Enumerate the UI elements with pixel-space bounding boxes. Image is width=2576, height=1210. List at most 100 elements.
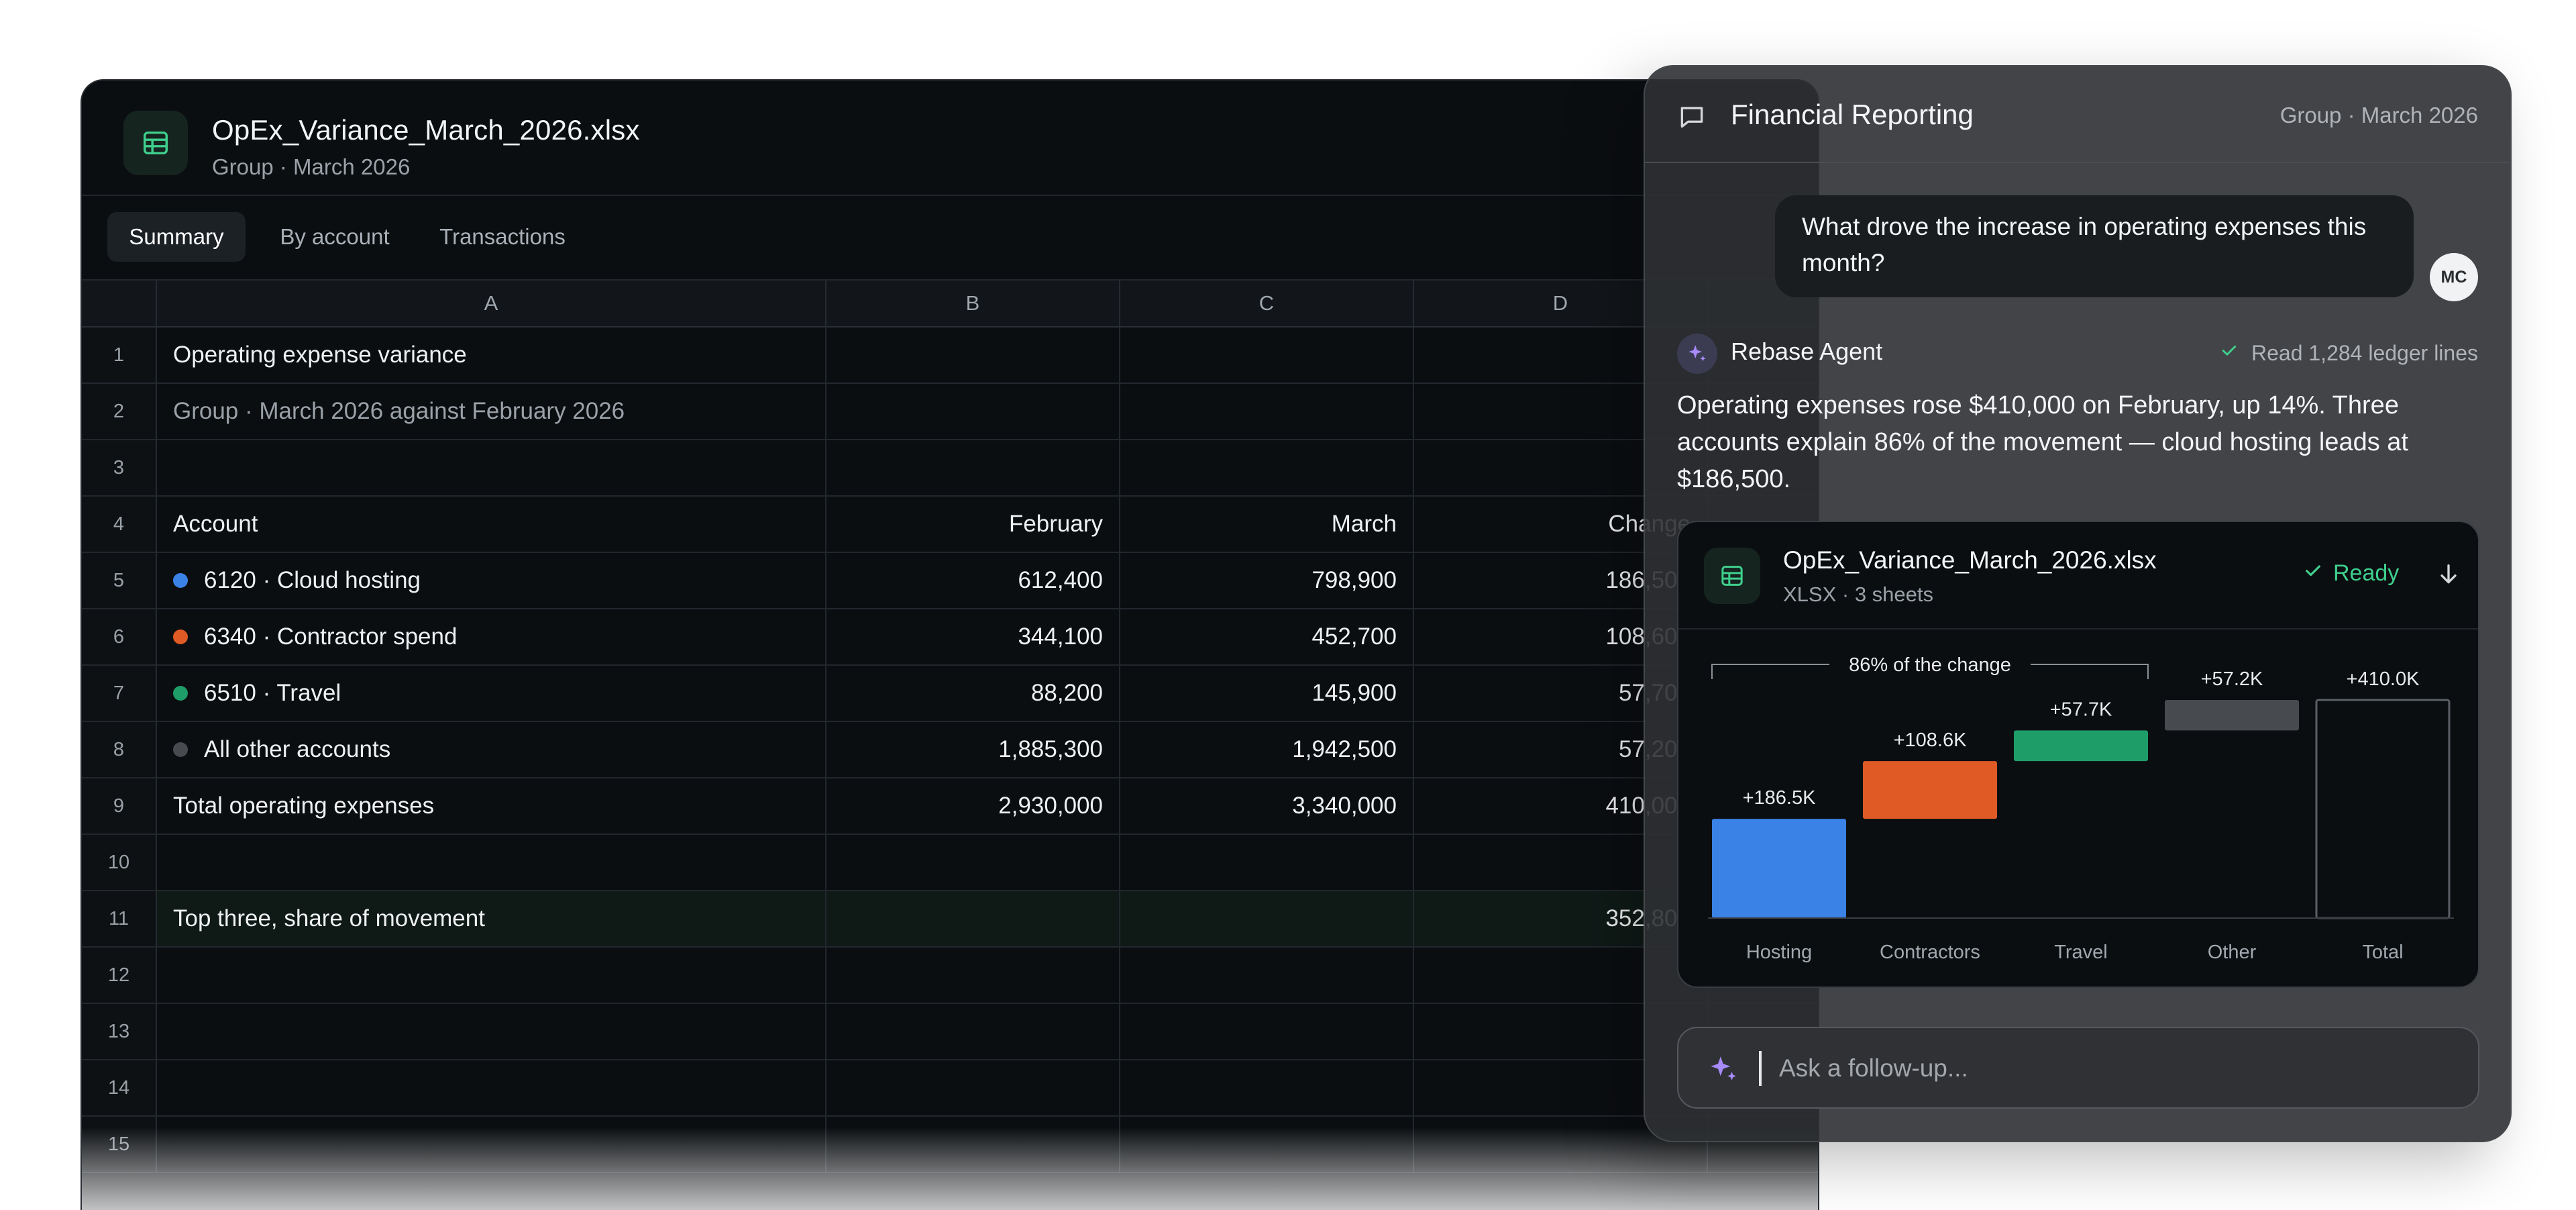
followup-box (1677, 1027, 2479, 1109)
category-label-hosting: Hosting (1746, 942, 1812, 963)
cell-c2[interactable] (1120, 384, 1414, 440)
cell-b11[interactable] (826, 891, 1120, 948)
chat-header: Financial Reporting Group · March 2026 (1645, 66, 2510, 163)
cell-c1[interactable] (1120, 327, 1414, 384)
cell-c15[interactable] (1120, 1117, 1414, 1173)
cell-c12[interactable] (1120, 948, 1414, 1004)
cell-text: February (1008, 511, 1103, 537)
row-number[interactable]: 9 (82, 778, 157, 835)
cell-a6[interactable]: 6340 · Contractor spend (157, 609, 826, 666)
sheet-tab-bar: Summary By account Transactions (82, 196, 1818, 281)
cell-b10[interactable] (826, 835, 1120, 891)
cell-a14[interactable] (157, 1060, 826, 1117)
cell-a1[interactable]: Operating expense variance (157, 327, 826, 384)
cell-text: 145,900 (1311, 680, 1397, 706)
agent-status: Read 1,284 ledger lines (2219, 340, 2478, 366)
row-number[interactable]: 3 (82, 440, 157, 497)
row-number[interactable]: 4 (82, 497, 157, 553)
cell-c14[interactable] (1120, 1060, 1414, 1117)
cell-a12[interactable] (157, 948, 826, 1004)
cell-b15[interactable] (826, 1117, 1120, 1173)
cell-c5[interactable]: 798,900 (1120, 553, 1414, 609)
tab-summary[interactable]: Summary (107, 212, 246, 262)
tab-by-account[interactable]: By account (280, 224, 390, 249)
cell-b8[interactable]: 1,885,300 (826, 722, 1120, 778)
column-header-b[interactable]: B (826, 281, 1120, 327)
bar-total (2315, 699, 2451, 919)
cell-a3[interactable] (157, 440, 826, 497)
cell-text: 798,900 (1311, 567, 1397, 593)
cell-a9[interactable]: Total operating expenses (157, 778, 826, 835)
cell-b1[interactable] (826, 327, 1120, 384)
chat-context: Group · March 2026 (2279, 103, 2478, 128)
user-avatar[interactable]: MC (2430, 253, 2478, 301)
column-header-c[interactable]: C (1120, 281, 1414, 327)
row-number[interactable]: 1 (82, 327, 157, 384)
cell-b4[interactable]: February (826, 497, 1120, 553)
cell-c3[interactable] (1120, 440, 1414, 497)
category-label-total: Total (2362, 942, 2403, 963)
row-number[interactable]: 6 (82, 609, 157, 666)
file-card-title: OpEx_Variance_March_2026.xlsx (1783, 546, 2157, 574)
cell-b9[interactable]: 2,930,000 (826, 778, 1120, 835)
followup-input[interactable] (1779, 1042, 2450, 1095)
account-color-dot (173, 742, 188, 757)
cell-text: Account (173, 511, 258, 537)
row-number[interactable]: 14 (82, 1060, 157, 1117)
cell-c7[interactable]: 145,900 (1120, 666, 1414, 722)
download-button[interactable] (2430, 557, 2467, 595)
cell-c9[interactable]: 3,340,000 (1120, 778, 1414, 835)
cell-b14[interactable] (826, 1060, 1120, 1117)
tab-transactions[interactable]: Transactions (439, 224, 566, 249)
cell-a10[interactable] (157, 835, 826, 891)
data-label-travel: +57.7K (2050, 699, 2112, 720)
account-color-dot (173, 629, 188, 644)
cell-c8[interactable]: 1,942,500 (1120, 722, 1414, 778)
row-number[interactable]: 12 (82, 948, 157, 1004)
cell-text: 1,885,300 (998, 736, 1103, 762)
cell-b3[interactable] (826, 440, 1120, 497)
cell-text: All other accounts (204, 736, 391, 762)
cell-text: 6120 · Cloud hosting (204, 567, 421, 593)
cell-b5[interactable]: 612,400 (826, 553, 1120, 609)
cell-c11[interactable] (1120, 891, 1414, 948)
user-message: What drove the increase in operating exp… (1775, 195, 2414, 297)
cell-a13[interactable] (157, 1004, 826, 1060)
cell-b7[interactable]: 88,200 (826, 666, 1120, 722)
row-number[interactable]: 11 (82, 891, 157, 948)
agent-name: Rebase Agent (1731, 338, 1883, 365)
file-attachment-card[interactable]: OpEx_Variance_March_2026.xlsx XLSX · 3 s… (1677, 521, 2479, 988)
bar-hosting (1712, 819, 1846, 918)
check-icon (2302, 560, 2324, 587)
cell-text: March (1331, 511, 1397, 537)
row-number[interactable]: 10 (82, 835, 157, 891)
row-number[interactable]: 15 (82, 1117, 157, 1173)
cell-a15[interactable] (157, 1117, 826, 1173)
cell-c6[interactable]: 452,700 (1120, 609, 1414, 666)
cell-c4[interactable]: March (1120, 497, 1414, 553)
cell-b2[interactable] (826, 384, 1120, 440)
sheet-header: OpEx_Variance_March_2026.xlsx Group · Ma… (82, 81, 1818, 196)
row-number[interactable]: 5 (82, 553, 157, 609)
row-number[interactable]: 13 (82, 1004, 157, 1060)
cell-a8[interactable]: All other accounts (157, 722, 826, 778)
cell-a5[interactable]: 6120 · Cloud hosting (157, 553, 826, 609)
cell-a2[interactable]: Group · March 2026 against February 2026 (157, 384, 826, 440)
cell-text: 3,340,000 (1292, 793, 1397, 819)
cell-b6[interactable]: 344,100 (826, 609, 1120, 666)
cell-b13[interactable] (826, 1004, 1120, 1060)
select-all-corner[interactable] (82, 281, 157, 327)
column-header-a[interactable]: A (157, 281, 826, 327)
row-number[interactable]: 7 (82, 666, 157, 722)
cell-text: 612,400 (1018, 567, 1103, 593)
row-number[interactable]: 8 (82, 722, 157, 778)
cell-c13[interactable] (1120, 1004, 1414, 1060)
cell-a4[interactable]: Account (157, 497, 826, 553)
cell-a11[interactable]: Top three, share of movement (157, 891, 826, 948)
cell-text: 88,200 (1030, 680, 1103, 706)
cell-a7[interactable]: 6510 · Travel (157, 666, 826, 722)
cell-c10[interactable] (1120, 835, 1414, 891)
cell-b12[interactable] (826, 948, 1120, 1004)
text-caret (1759, 1051, 1762, 1086)
row-number[interactable]: 2 (82, 384, 157, 440)
